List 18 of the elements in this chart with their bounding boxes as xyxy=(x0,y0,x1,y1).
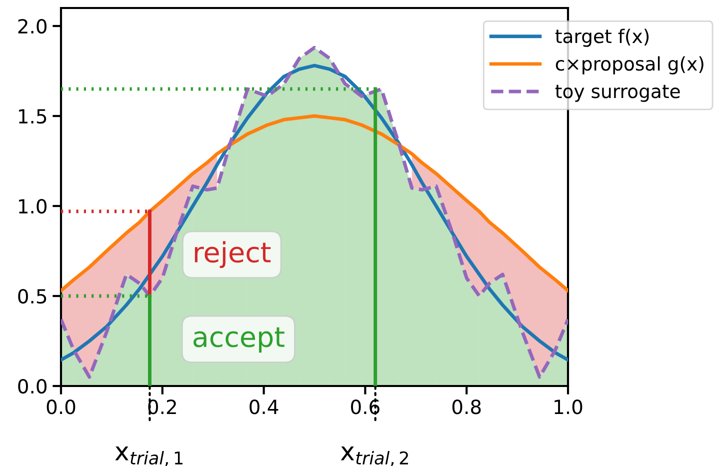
x-tick-label: 0.4 xyxy=(250,400,278,414)
y-tick-label: 1.5 xyxy=(19,109,46,124)
y-tick-label: 0.5 xyxy=(18,288,46,304)
y-tick-label: 0.0 xyxy=(18,378,47,394)
y-tick-label: 2.0 xyxy=(18,18,47,34)
x-tick-label: 1.0 xyxy=(554,400,582,414)
legend-label: toy surrogate xyxy=(555,84,680,102)
annotation: reject xyxy=(194,241,271,268)
legend-label: target f(x) xyxy=(555,28,649,47)
y-tick-label: 1.0 xyxy=(19,198,47,214)
annotation: accept xyxy=(194,327,284,353)
x-tick-label: 0.0 xyxy=(46,400,76,414)
x-tick-label: 0.6 xyxy=(351,400,380,414)
annotation: x$_{trial,1}$ xyxy=(115,446,183,466)
legend-label: c×proposal g(x) xyxy=(556,56,704,74)
annotation: x$_{trial,2}$ xyxy=(340,446,408,466)
line-series xyxy=(61,114,568,292)
x-tick-label: 0.8 xyxy=(452,400,481,414)
